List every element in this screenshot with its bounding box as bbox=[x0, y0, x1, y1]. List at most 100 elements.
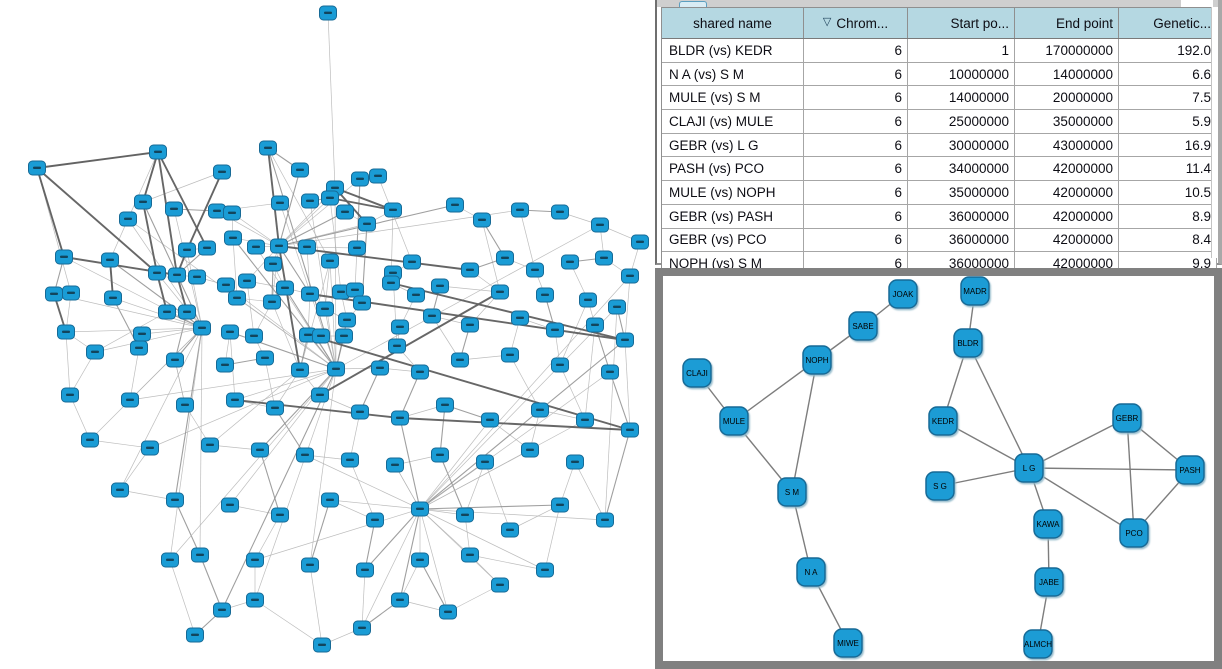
node-label: KAWA bbox=[1037, 520, 1061, 529]
table-scrollbar[interactable] bbox=[1211, 7, 1218, 258]
node-bldr[interactable]: BLDR bbox=[953, 328, 983, 358]
network-edge bbox=[36, 151, 159, 169]
node-label bbox=[60, 255, 68, 258]
node-label: L G bbox=[1023, 464, 1036, 473]
table-row[interactable]: MULE (vs) NOPH 6 35000000 42000000 10.5 bbox=[662, 181, 1217, 205]
node-label bbox=[389, 208, 397, 211]
column-header-shared-name[interactable]: shared name bbox=[662, 8, 804, 38]
node-label bbox=[256, 448, 264, 451]
network-edge bbox=[419, 275, 631, 510]
node-gebr[interactable]: GEBR bbox=[1112, 403, 1142, 433]
network-edge bbox=[574, 461, 606, 521]
network-edge bbox=[481, 219, 501, 293]
network-edge bbox=[119, 489, 176, 501]
node-miwe[interactable]: MIWE bbox=[833, 628, 863, 658]
edge-table-panel: shared name ▽ Chrom... Start po... End point… bbox=[655, 0, 1222, 276]
network-edge bbox=[361, 508, 421, 629]
main-network-canvas[interactable] bbox=[0, 0, 653, 669]
cell-end-point: 42000000 bbox=[1015, 204, 1119, 228]
node-pash[interactable]: PASH bbox=[1175, 455, 1205, 485]
node-kedr[interactable]: KEDR bbox=[928, 406, 958, 436]
node-label bbox=[173, 273, 181, 276]
network-edge bbox=[309, 200, 337, 370]
table-row[interactable]: N A (vs) S M 6 10000000 14000000 6.6 bbox=[662, 62, 1217, 87]
network-edge bbox=[278, 211, 346, 247]
network-edge bbox=[278, 245, 311, 295]
column-header-chromosome[interactable]: ▽ Chrom... bbox=[804, 8, 908, 38]
edge-attribute-table: shared name ▽ Chrom... Start po... End point… bbox=[661, 7, 1217, 276]
node-label bbox=[466, 268, 474, 271]
filter-icon[interactable]: ▽ bbox=[822, 15, 832, 28]
node-label bbox=[332, 367, 340, 370]
column-header-start-position[interactable]: Start po... bbox=[908, 8, 1015, 38]
network-edge bbox=[334, 187, 337, 370]
node-label bbox=[363, 222, 371, 225]
network-edge bbox=[209, 369, 301, 446]
node-claji[interactable]: CLAJI bbox=[682, 358, 712, 388]
node-label bbox=[198, 326, 206, 329]
network-edge bbox=[129, 347, 140, 401]
node-kawa[interactable]: KAWA bbox=[1033, 509, 1063, 539]
table-row[interactable]: GEBR (vs) L G 6 30000000 43000000 16.9 bbox=[662, 133, 1217, 158]
network-edge bbox=[484, 461, 511, 531]
node-mule[interactable]: MULE bbox=[719, 406, 749, 436]
table-tab[interactable] bbox=[679, 1, 707, 7]
node-s-g[interactable]: S G bbox=[925, 471, 955, 501]
node-pco[interactable]: PCO bbox=[1119, 518, 1149, 548]
node-label bbox=[171, 358, 179, 361]
node-label bbox=[441, 403, 449, 406]
network-edge bbox=[335, 224, 601, 370]
cell-chromosome: 6 bbox=[804, 62, 908, 86]
node-label: PCO bbox=[1125, 529, 1142, 538]
node-n-a[interactable]: N A bbox=[796, 557, 826, 587]
network-edge bbox=[509, 354, 541, 411]
network-edge bbox=[254, 368, 337, 601]
cell-start-position: 35000000 bbox=[908, 181, 1015, 204]
node-madr[interactable]: MADR bbox=[960, 276, 990, 306]
node-label bbox=[396, 598, 404, 601]
network-edge bbox=[464, 461, 486, 516]
network-edge bbox=[519, 209, 536, 271]
node-sabe[interactable]: SABE bbox=[848, 311, 878, 341]
table-row[interactable]: BLDR (vs) KEDR 6 1 170000000 192.0 bbox=[662, 39, 1217, 63]
cell-chromosome: 6 bbox=[804, 252, 908, 275]
cell-chromosome: 6 bbox=[804, 228, 908, 252]
node-s-m[interactable]: S M bbox=[777, 477, 807, 507]
node-joak[interactable]: JOAK bbox=[888, 279, 918, 309]
network-edge bbox=[324, 308, 337, 370]
node-label bbox=[584, 298, 592, 301]
network-edge bbox=[174, 327, 203, 501]
node-label bbox=[343, 318, 351, 321]
node-label bbox=[251, 598, 259, 601]
table-row[interactable]: PASH (vs) PCO 6 34000000 42000000 11.4 bbox=[662, 157, 1217, 182]
node-label bbox=[306, 199, 314, 202]
node-label bbox=[109, 296, 117, 299]
node-noph[interactable]: NOPH bbox=[802, 345, 832, 375]
node-label: GEBR bbox=[1116, 414, 1139, 423]
column-header-end-point[interactable]: End point bbox=[1015, 8, 1119, 38]
node-label bbox=[541, 568, 549, 571]
subnetwork-canvas[interactable]: JOAK MADR SABE BLDR NOPH CLAJI MULE KEDR GEBR L G… bbox=[663, 276, 1214, 661]
node-label bbox=[387, 281, 395, 284]
table-row[interactable]: GEBR (vs) PCO 6 36000000 42000000 8.4 bbox=[662, 228, 1217, 253]
node-label bbox=[361, 568, 369, 571]
network-edge bbox=[274, 407, 306, 456]
node-label: JABE bbox=[1039, 578, 1059, 587]
cell-chromosome: 6 bbox=[804, 181, 908, 204]
network-edge bbox=[364, 508, 421, 571]
table-row[interactable]: MULE (vs) S M 6 14000000 20000000 7.5 bbox=[662, 86, 1217, 111]
node-l-g[interactable]: L G bbox=[1014, 453, 1044, 483]
table-row[interactable]: GEBR (vs) PASH 6 36000000 42000000 8.9 bbox=[662, 204, 1217, 229]
node-almch[interactable]: ALMCH bbox=[1023, 629, 1053, 659]
network-edge bbox=[1028, 467, 1191, 471]
node-label bbox=[67, 291, 75, 294]
node-label bbox=[269, 262, 277, 265]
node-label bbox=[138, 332, 146, 335]
cell-start-position: 36000000 bbox=[908, 204, 1015, 228]
node-label: N A bbox=[805, 568, 819, 577]
column-header-genetic[interactable]: Genetic... bbox=[1119, 8, 1217, 38]
table-row[interactable]: CLAJI (vs) MULE 6 25000000 35000000 5.9 bbox=[662, 110, 1217, 134]
network-edge bbox=[89, 327, 203, 441]
network-edge bbox=[327, 12, 336, 189]
node-jabe[interactable]: JABE bbox=[1034, 567, 1064, 597]
